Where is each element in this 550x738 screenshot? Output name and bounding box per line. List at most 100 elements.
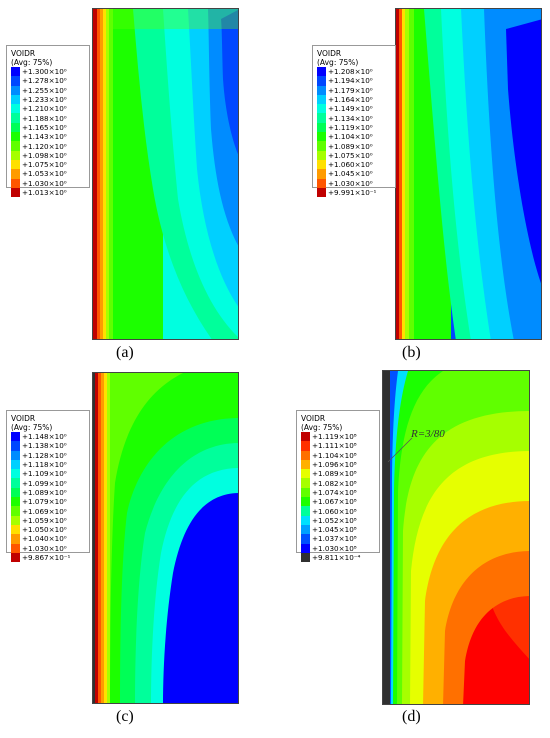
legend-entry: +1.149×10⁰: [317, 104, 391, 114]
legend-value: +1.082×10⁸: [312, 478, 357, 488]
legend-swatch: [317, 169, 326, 179]
legend-value: +1.045×10⁸: [312, 525, 357, 535]
legend-value: +1.119×10⁰: [328, 122, 373, 132]
legend-value: +1.069×10⁰: [22, 506, 67, 516]
legend-value: +1.300×10⁰: [22, 67, 67, 77]
legend-swatch: [11, 132, 20, 142]
legend-entry: +1.210×10⁰: [11, 104, 85, 114]
legend-title-a: VOIDR: [11, 49, 36, 58]
legend-swatch: [317, 113, 326, 123]
legend-swatch: [11, 552, 20, 563]
legend-entry: +1.109×10⁰: [11, 469, 85, 479]
legend-swatch: [317, 85, 326, 95]
legend-swatch: [301, 459, 310, 470]
legend-value: +1.040×10⁰: [22, 534, 67, 544]
legend-swatch: [11, 441, 20, 451]
legend-value: +1.030×10⁸: [312, 543, 357, 553]
contour-svg-c: [93, 373, 238, 703]
legend-rows-d: +1.119×10⁸ +1.111×10⁸ +1.104×10⁸ +1.096×10⁸…: [301, 432, 375, 563]
legend-entry: +1.138×10⁰: [11, 441, 85, 451]
legend-value: +1.089×10⁰: [328, 141, 373, 151]
legend-swatch: [11, 150, 20, 160]
legend-value: +1.050×10⁰: [22, 525, 67, 535]
legend-entry: +1.053×10⁰: [11, 169, 85, 179]
legend-entry: +1.075×10⁰: [317, 150, 391, 160]
caption-b: (b): [402, 344, 421, 362]
legend-entry: +9.867×10⁻¹: [11, 552, 85, 563]
legend-swatch: [301, 432, 310, 442]
legend-swatch: [301, 543, 310, 553]
legend-value: +1.208×10⁰: [328, 67, 373, 77]
legend-entry: +9.811×10⁻⁴: [301, 552, 375, 563]
legend-entry: +1.089×10⁰: [11, 487, 85, 498]
legend-value: +1.210×10⁰: [22, 104, 67, 114]
legend-swatch: [11, 178, 20, 188]
legend-entry: +1.030×10⁰: [11, 178, 85, 188]
legend-swatch: [301, 450, 310, 460]
legend-value: +1.104×10⁰: [328, 132, 373, 142]
legend-entry: +1.052×10⁸: [301, 515, 375, 525]
legend-entry: +1.120×10⁰: [11, 141, 85, 151]
legend-swatch: [11, 122, 20, 133]
legend-swatch: [301, 534, 310, 544]
legend-value: +1.119×10⁸: [312, 432, 357, 442]
legend-value: +1.013×10⁰: [22, 188, 67, 197]
legend-swatch: [317, 141, 326, 151]
legend-value: +1.134×10⁰: [328, 113, 373, 123]
legend-entry: +1.079×10⁰: [11, 497, 85, 507]
legend-swatch: [11, 478, 20, 488]
legend-entry: +1.050×10⁰: [11, 524, 85, 535]
caption-b-text: (b): [402, 344, 421, 361]
legend-entry: +1.111×10⁸: [301, 441, 375, 451]
legend-value: +1.104×10⁸: [312, 450, 357, 460]
legend-entry: +1.045×10⁰: [317, 169, 391, 179]
legend-value: +1.074×10⁸: [312, 487, 357, 497]
legend-entry: +1.104×10⁰: [317, 132, 391, 142]
legend-swatch: [11, 432, 20, 442]
legend-value: +1.109×10⁰: [22, 469, 67, 479]
legend-swatch: [11, 487, 20, 498]
legend-value: +1.096×10⁸: [312, 460, 357, 470]
contour-svg-a: [93, 9, 238, 339]
legend-value: +1.165×10⁰: [22, 122, 67, 132]
legend-entry: +1.067×10⁸: [301, 497, 375, 507]
legend-value: +1.052×10⁸: [312, 515, 357, 525]
legend-swatch: [317, 104, 326, 114]
legend-swatch: [11, 524, 20, 535]
legend-swatch: [301, 506, 310, 516]
legend-entry: +1.233×10⁰: [11, 94, 85, 105]
legend-swatch: [317, 67, 326, 77]
legend-swatch: [317, 159, 326, 170]
legend-entry: +1.143×10⁰: [11, 132, 85, 142]
contour-plot-c: [92, 372, 239, 704]
legend-entry: +1.104×10⁸: [301, 450, 375, 460]
legend-swatch: [301, 552, 310, 563]
legend-rows-c: +1.148×10⁰ +1.138×10⁰ +1.128×10⁰ +1.118×10⁰…: [11, 432, 85, 563]
legend-value: +1.098×10⁰: [22, 150, 67, 160]
legend-swatch: [317, 187, 326, 198]
legend-subtitle-d: (Avg: 75%): [301, 423, 343, 432]
legend-rows-a: +1.300×10⁰ +1.278×10⁰ +1.255×10⁰ +1.233×10⁰…: [11, 67, 85, 198]
legend-swatch: [11, 469, 20, 479]
legend-entry: +1.045×10⁸: [301, 524, 375, 535]
caption-d-text: (d): [402, 708, 421, 725]
legend-entry: +1.030×10⁰: [11, 543, 85, 553]
legend-entry: +1.128×10⁰: [11, 450, 85, 460]
legend-value: +1.194×10⁰: [328, 76, 373, 86]
legend-entry: +1.099×10⁰: [11, 478, 85, 488]
legend-swatch: [317, 122, 326, 133]
legend-value: +1.188×10⁰: [22, 113, 67, 123]
contour-svg-d: [383, 371, 529, 704]
legend-entry: +1.278×10⁰: [11, 76, 85, 86]
legend-value: +1.255×10⁰: [22, 85, 67, 95]
legend-title-b: VOIDR: [317, 49, 342, 58]
caption-a-text: (a): [116, 344, 134, 361]
legend-entry: +1.089×10⁸: [301, 469, 375, 479]
radius-annotation: R=3/80: [411, 428, 445, 440]
legend-value: +1.059×10⁰: [22, 515, 67, 525]
legend-swatch: [11, 534, 20, 544]
legend-entry: +1.179×10⁰: [317, 85, 391, 95]
legend-value: +1.111×10⁸: [312, 441, 357, 451]
legend-entry: +1.030×10⁰: [317, 178, 391, 188]
legend-entry: +1.255×10⁰: [11, 85, 85, 95]
